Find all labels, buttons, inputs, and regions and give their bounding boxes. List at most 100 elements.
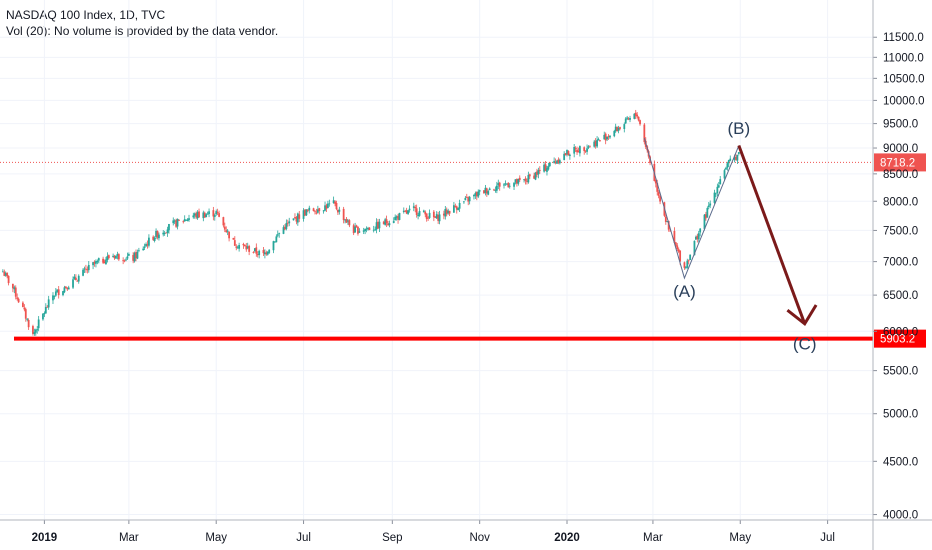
candle-body — [24, 309, 27, 319]
candle-body — [53, 296, 56, 297]
x-tick-label: Jul — [820, 532, 835, 544]
candle-body — [175, 220, 178, 227]
candle-body — [183, 219, 186, 222]
candle-body — [262, 250, 265, 254]
candle-body — [202, 212, 205, 219]
candle-body — [404, 210, 407, 212]
candle-body — [684, 267, 687, 269]
candle-body — [694, 236, 697, 240]
candle-body — [633, 113, 636, 119]
candle-body — [563, 153, 566, 160]
candle-body — [315, 212, 318, 214]
candle-body — [228, 231, 230, 239]
candle-body — [357, 226, 359, 234]
candle-body — [398, 212, 401, 220]
candle-body — [664, 216, 667, 222]
candle-body — [195, 213, 198, 218]
candle-body — [415, 208, 418, 215]
price-label: 8718.2 — [880, 157, 915, 169]
candle-body — [347, 220, 349, 222]
y-tick-label: 5500.0 — [883, 366, 918, 378]
candle-body — [43, 312, 46, 315]
candle-body — [637, 116, 640, 121]
candle-body — [56, 289, 59, 293]
candle-body — [577, 151, 580, 153]
candle-body — [355, 225, 358, 228]
candle-body — [593, 141, 596, 147]
candle-body — [723, 170, 726, 179]
price-lines: 8718.2 5903.2 — [0, 153, 926, 348]
candle-body — [657, 192, 660, 196]
candle-body — [115, 255, 117, 259]
candle-body — [168, 223, 170, 231]
candle-body — [96, 260, 99, 263]
candle-body — [316, 209, 319, 213]
candle-body — [306, 210, 309, 212]
candle-body — [458, 202, 461, 209]
y-tick-label: 11000.0 — [883, 52, 924, 64]
candle-body — [709, 203, 712, 206]
candle-body — [594, 140, 597, 147]
candle-body — [707, 205, 710, 208]
candle-body — [372, 229, 375, 231]
candle-body — [656, 182, 659, 192]
candle-body — [185, 219, 188, 221]
candle-body — [74, 277, 77, 281]
candle-body — [445, 209, 448, 215]
candle-body — [215, 211, 218, 215]
candle-body — [679, 250, 682, 262]
candle-body — [384, 219, 387, 225]
candle-body — [57, 289, 60, 296]
candle-body — [715, 193, 717, 195]
candle-body — [676, 245, 679, 250]
candle-body — [213, 215, 216, 217]
candle-body — [93, 261, 96, 264]
candle-body — [604, 133, 607, 141]
candle-body — [148, 237, 150, 246]
candle-body — [556, 160, 558, 164]
candle-body — [162, 232, 165, 235]
candle-body — [292, 218, 295, 221]
candle-body — [478, 190, 481, 192]
candle-body — [558, 160, 561, 164]
candle-body — [674, 242, 677, 247]
candle-body — [218, 213, 220, 217]
y-tick-label: 9500.0 — [883, 119, 918, 131]
candle-body — [467, 197, 470, 202]
candle-body — [125, 259, 127, 261]
candle-body — [527, 174, 530, 183]
candle-body — [142, 248, 145, 251]
candle-body — [705, 214, 707, 219]
y-tick-label: 10000.0 — [883, 95, 925, 107]
candle-body — [428, 212, 431, 218]
candle-body — [505, 183, 508, 185]
candle-body — [424, 211, 427, 215]
y-tick-label: 5000.0 — [883, 409, 918, 421]
candle-body — [387, 223, 389, 226]
candle-body — [503, 184, 505, 186]
candle-body — [473, 194, 475, 197]
candle-body — [713, 192, 716, 203]
candle-body — [484, 187, 487, 193]
candle-body — [573, 147, 576, 154]
candle-body — [463, 201, 465, 203]
wave-labels: (A) (B) (C) — [673, 119, 816, 354]
candle-body — [683, 262, 686, 268]
candle-body — [703, 214, 706, 229]
candle-body — [725, 167, 727, 170]
candle-body — [36, 329, 39, 331]
candle-body — [557, 159, 560, 163]
candle-body — [137, 250, 140, 252]
candle-body — [146, 244, 149, 246]
candle-body — [606, 136, 609, 140]
candle-body — [697, 233, 700, 240]
candle-body — [193, 213, 196, 216]
candle-body — [533, 175, 535, 179]
candle-body — [33, 332, 36, 335]
candle-body — [364, 228, 367, 231]
candle-body — [388, 223, 391, 226]
candle-body — [77, 275, 80, 282]
candle-body — [457, 208, 460, 211]
